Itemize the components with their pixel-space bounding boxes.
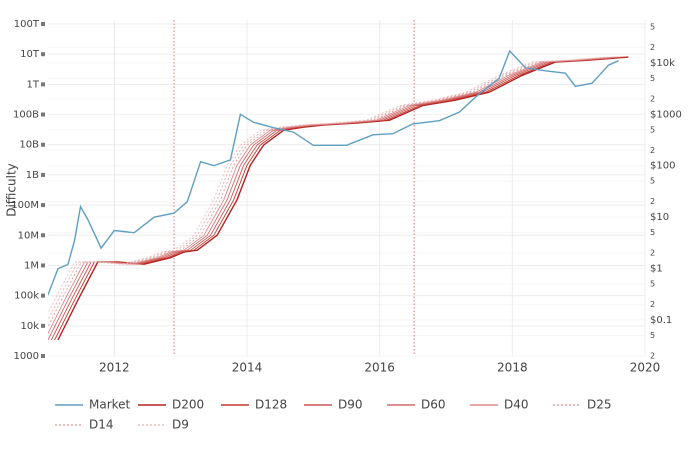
y2-tick-label: 5 [650,228,655,237]
y-tick-mark [41,293,45,298]
legend-label: D9 [172,418,189,432]
series-line [50,56,622,341]
legend-label: D60 [421,398,446,412]
y-tick-label: 10B [19,140,39,151]
legend-label: D14 [89,418,114,432]
y2-tick-label: 5 [650,22,655,31]
y-tick-label: 1000 [14,351,39,362]
y2-tick-label: $100 [650,161,675,172]
y2-tick-label: $10k [650,58,675,69]
y-tick-label: 1T [27,79,40,90]
y2-tick-label: 2 [650,197,655,206]
series-line [48,56,619,341]
y2-tick-label: $10 [650,212,669,223]
series-line [57,56,629,341]
y-tick-mark [41,233,45,238]
x-tick-label: 2018 [497,361,528,375]
y2-tick-label: $1000 [650,109,682,120]
y2-tick-label: $0.1 [650,315,672,326]
y2-tick-label: 2 [650,43,655,52]
x-tick-label: 2014 [232,361,263,375]
y-tick-label: 10M [18,230,39,241]
y-axis-label: Difficulty [5,163,19,217]
x-tick-label: 2020 [630,361,661,375]
series-line [48,56,606,315]
y2-tick-label: 5 [650,331,655,340]
legend-label: D200 [172,398,204,412]
series-line [48,56,609,322]
y-tick-mark [41,142,45,147]
legend-label: D25 [587,398,612,412]
y2-tick-label: 2 [650,94,655,103]
y-tick-mark [41,323,45,328]
y-tick-label: 10k [20,321,39,332]
y-tick-label: 100M [11,200,39,211]
y2-tick-label: 2 [650,249,655,258]
y-tick-label: 10T [20,49,40,60]
y-tick-label: 100k [14,291,39,302]
y2-tick-label: 5 [650,280,655,289]
y-tick-mark [41,354,45,358]
legend-label: D128 [255,398,287,412]
legend-label: D90 [338,398,363,412]
legend-label: D40 [504,398,529,412]
y-tick-label: 1B [26,170,39,181]
y-tick-label: 100B [13,110,39,121]
plot-area [48,20,629,356]
series-line [48,56,616,335]
y2-tick-label: 2 [650,352,655,361]
x-tick-label: 2016 [364,361,395,375]
y-tick-mark [41,203,45,208]
y-tick-label: 1M [24,260,39,271]
y2-tick-label: 2 [650,300,655,309]
y2-tick-label: 5 [650,74,655,83]
y-tick-mark [41,263,45,268]
y-tick-mark [41,172,45,177]
series-line [48,56,612,328]
y2-tick-label: 5 [650,125,655,134]
legend-label: Market [89,398,131,412]
x-tick-label: 2012 [99,361,130,375]
y2-tick-label: $1 [650,264,663,275]
y-tick-mark [41,82,45,87]
series-line [54,56,626,341]
y-tick-mark [41,22,45,26]
series-line [48,49,619,296]
y2-tick-label: 2 [650,146,655,155]
y-tick-label: 100T [14,19,40,30]
y2-tick-label: 5 [650,177,655,186]
y-tick-mark [41,112,45,117]
y-tick-mark [41,52,45,57]
